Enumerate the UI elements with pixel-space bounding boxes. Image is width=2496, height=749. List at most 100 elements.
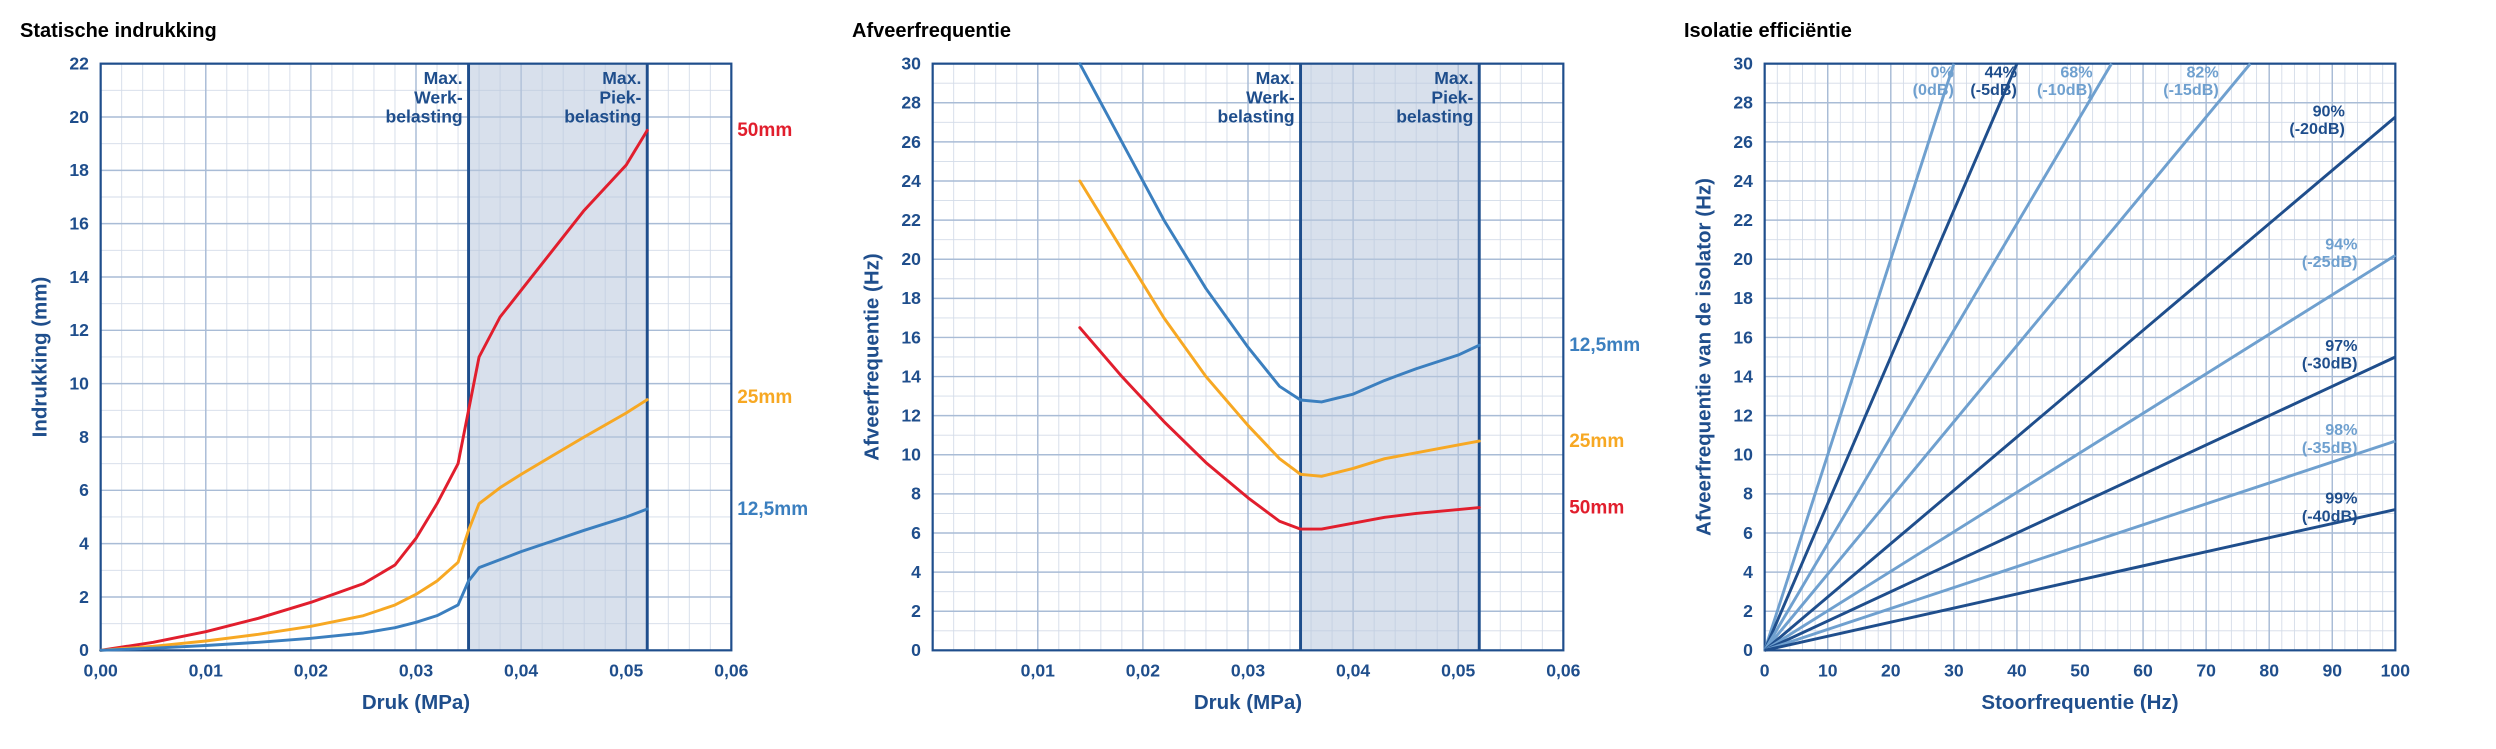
chart-3-svg-container: 0102030405060708090100024681012141618202…: [1684, 49, 2476, 729]
svg-text:24: 24: [901, 171, 921, 191]
svg-text:0,02: 0,02: [294, 661, 328, 681]
svg-text:2: 2: [911, 601, 921, 621]
svg-text:18: 18: [1733, 288, 1753, 308]
svg-text:8: 8: [79, 427, 89, 447]
svg-text:50: 50: [2070, 661, 2090, 681]
svg-text:12: 12: [1733, 406, 1753, 426]
svg-text:0,06: 0,06: [714, 661, 748, 681]
svg-text:6: 6: [79, 480, 89, 500]
svg-text:0,04: 0,04: [504, 661, 538, 681]
svg-text:16: 16: [1733, 327, 1753, 347]
svg-text:60: 60: [2133, 661, 2153, 681]
svg-text:4: 4: [79, 534, 89, 554]
svg-text:6: 6: [1743, 523, 1753, 543]
chart-3-title: Isolatie efficiëntie: [1684, 20, 2476, 43]
svg-text:0,02: 0,02: [1126, 661, 1160, 681]
svg-text:10: 10: [1733, 445, 1753, 465]
svg-text:Max.Werk-belasting: Max.Werk-belasting: [1218, 68, 1295, 126]
svg-text:68%(-10dB): 68%(-10dB): [2037, 63, 2093, 99]
svg-text:98%(-35dB): 98%(-35dB): [2302, 421, 2358, 457]
svg-text:0,03: 0,03: [1231, 661, 1265, 681]
svg-text:50mm: 50mm: [737, 120, 792, 141]
svg-text:20: 20: [69, 107, 89, 127]
svg-text:80: 80: [2259, 661, 2279, 681]
svg-text:14: 14: [69, 267, 89, 287]
svg-text:Indrukking (mm): Indrukking (mm): [28, 277, 51, 438]
svg-text:0,03: 0,03: [399, 661, 433, 681]
svg-text:Druk (MPa): Druk (MPa): [1194, 691, 1302, 714]
svg-text:26: 26: [1733, 132, 1753, 152]
svg-text:0,01: 0,01: [189, 661, 223, 681]
svg-text:8: 8: [1743, 484, 1753, 504]
svg-text:24: 24: [1733, 171, 1753, 191]
svg-text:4: 4: [911, 562, 921, 582]
svg-text:0,06: 0,06: [1546, 661, 1580, 681]
svg-text:100: 100: [2381, 661, 2411, 681]
svg-text:25mm: 25mm: [737, 387, 792, 408]
svg-text:20: 20: [1881, 661, 1901, 681]
svg-text:Afveerfrequentie (Hz): Afveerfrequentie (Hz): [860, 253, 883, 460]
svg-text:44%(-5dB): 44%(-5dB): [1970, 63, 2017, 99]
svg-text:30: 30: [1944, 661, 1964, 681]
svg-text:10: 10: [69, 374, 89, 394]
svg-text:25mm: 25mm: [1569, 431, 1624, 452]
svg-text:18: 18: [69, 160, 89, 180]
svg-text:18: 18: [901, 288, 921, 308]
svg-text:0,04: 0,04: [1336, 661, 1370, 681]
svg-text:0,05: 0,05: [609, 661, 643, 681]
svg-text:99%(-40dB): 99%(-40dB): [2302, 490, 2358, 526]
svg-text:50mm: 50mm: [1569, 497, 1624, 518]
svg-text:28: 28: [901, 93, 921, 113]
svg-text:0,01: 0,01: [1021, 661, 1055, 681]
svg-text:10: 10: [901, 445, 921, 465]
svg-text:30: 30: [901, 54, 921, 74]
svg-text:Max.Werk-belasting: Max.Werk-belasting: [386, 68, 463, 126]
chart-2-panel: Afveerfrequentie Max.Werk-belastingMax.P…: [852, 20, 1644, 729]
svg-text:90%(-20dB): 90%(-20dB): [2289, 102, 2345, 138]
chart-1-panel: Statische indrukking Max.Werk-belastingM…: [20, 20, 812, 729]
chart-1-svg-container: Max.Werk-belastingMax.Piek-belasting0,00…: [20, 49, 812, 729]
svg-text:Afveerfrequentie van de isolat: Afveerfrequentie van de isolator (Hz): [1692, 178, 1715, 536]
svg-text:0: 0: [911, 640, 921, 660]
svg-text:2: 2: [1743, 601, 1753, 621]
svg-text:0: 0: [1743, 640, 1753, 660]
svg-text:22: 22: [1733, 210, 1753, 230]
svg-text:0: 0: [1760, 661, 1770, 681]
svg-text:4: 4: [1743, 562, 1753, 582]
svg-text:26: 26: [901, 132, 921, 152]
svg-text:28: 28: [1733, 93, 1753, 113]
svg-text:2: 2: [79, 587, 89, 607]
svg-text:12: 12: [901, 406, 921, 426]
svg-text:22: 22: [69, 54, 89, 74]
svg-text:8: 8: [911, 484, 921, 504]
svg-text:12,5mm: 12,5mm: [737, 499, 808, 520]
svg-text:40: 40: [2007, 661, 2027, 681]
svg-text:12,5mm: 12,5mm: [1569, 335, 1640, 356]
svg-text:16: 16: [69, 214, 89, 234]
svg-text:Druk (MPa): Druk (MPa): [362, 691, 470, 714]
chart-1-title: Statische indrukking: [20, 20, 812, 43]
svg-text:22: 22: [901, 210, 921, 230]
svg-text:0,00: 0,00: [84, 661, 118, 681]
svg-text:0,05: 0,05: [1441, 661, 1475, 681]
svg-text:0: 0: [79, 640, 89, 660]
svg-text:90: 90: [2322, 661, 2342, 681]
svg-text:14: 14: [901, 366, 921, 386]
chart-2-svg-container: Max.Werk-belastingMax.Piek-belasting0,01…: [852, 49, 1644, 729]
svg-text:20: 20: [1733, 249, 1753, 269]
svg-text:82%(-15dB): 82%(-15dB): [2163, 63, 2219, 99]
svg-text:20: 20: [901, 249, 921, 269]
svg-text:12: 12: [69, 320, 89, 340]
chart-2-title: Afveerfrequentie: [852, 20, 1644, 43]
svg-text:14: 14: [1733, 366, 1753, 386]
svg-text:10: 10: [1818, 661, 1838, 681]
charts-row: Statische indrukking Max.Werk-belastingM…: [0, 0, 2496, 749]
svg-text:6: 6: [911, 523, 921, 543]
svg-text:94%(-25dB): 94%(-25dB): [2302, 235, 2358, 271]
svg-text:30: 30: [1733, 54, 1753, 74]
svg-text:70: 70: [2196, 661, 2216, 681]
svg-text:0%(0dB): 0%(0dB): [1913, 63, 1954, 99]
svg-text:97%(-30dB): 97%(-30dB): [2302, 337, 2358, 373]
svg-text:16: 16: [901, 327, 921, 347]
chart-3-panel: Isolatie efficiëntie 0102030405060708090…: [1684, 20, 2476, 729]
